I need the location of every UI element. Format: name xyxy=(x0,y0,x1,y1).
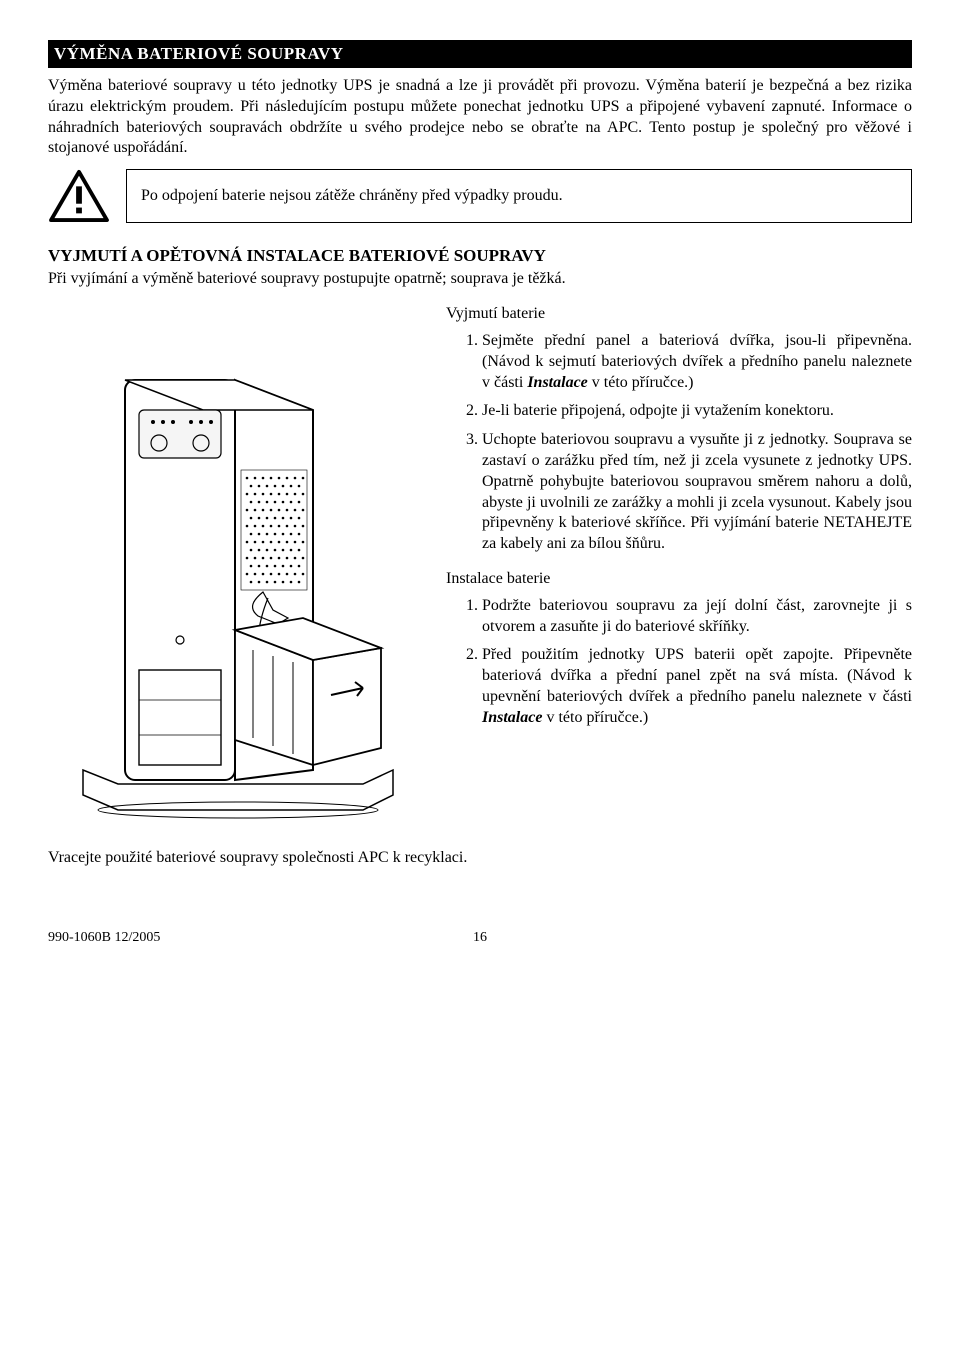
footer-docnum: 990-1060B 12/2005 xyxy=(48,929,336,947)
warning-row: Po odpojení baterie nejsou zátěže chráně… xyxy=(48,169,912,223)
page-footer: 990-1060B 12/2005 16 xyxy=(48,929,912,947)
install-list: Podržte bateriovou soupravu za její doln… xyxy=(446,596,912,729)
removal-list: Sejměte přední panel a bateriová dvířka,… xyxy=(446,331,912,555)
install-title: Instalace baterie xyxy=(446,569,912,590)
intro-paragraph: Výměna bateriové soupravy u této jednotk… xyxy=(48,76,912,159)
subsection-title: VYJMUTÍ A OPĚTOVNÁ INSTALACE BATERIOVÉ S… xyxy=(48,245,912,267)
section-header: VÝMĚNA BATERIOVÉ SOUPRAVY xyxy=(48,40,912,68)
warning-text: Po odpojení baterie nejsou zátěže chráně… xyxy=(141,186,563,207)
footer-pagenum: 16 xyxy=(336,929,624,947)
caution-icon xyxy=(48,169,110,223)
subsection-intro: Při vyjímání a výměně bateriové soupravy… xyxy=(48,269,912,290)
recycle-note: Vracejte použité bateriové soupravy spol… xyxy=(48,848,912,869)
install-step: Podržte bateriovou soupravu za její doln… xyxy=(482,596,912,638)
removal-step: Je-li baterie připojená, odpojte ji vyta… xyxy=(482,401,912,422)
instructions-column: Vyjmutí baterie Sejměte přední panel a b… xyxy=(446,304,912,820)
two-column-layout: Vyjmutí baterie Sejměte přední panel a b… xyxy=(48,304,912,820)
removal-step: Sejměte přední panel a bateriová dvířka,… xyxy=(482,331,912,393)
install-step: Před použitím jednotky UPS baterii opět … xyxy=(482,645,912,728)
ups-figure xyxy=(48,304,418,820)
removal-step: Uchopte bateriovou soupravu a vysuňte ji… xyxy=(482,430,912,555)
removal-title: Vyjmutí baterie xyxy=(446,304,912,325)
warning-box: Po odpojení baterie nejsou zátěže chráně… xyxy=(126,169,912,223)
